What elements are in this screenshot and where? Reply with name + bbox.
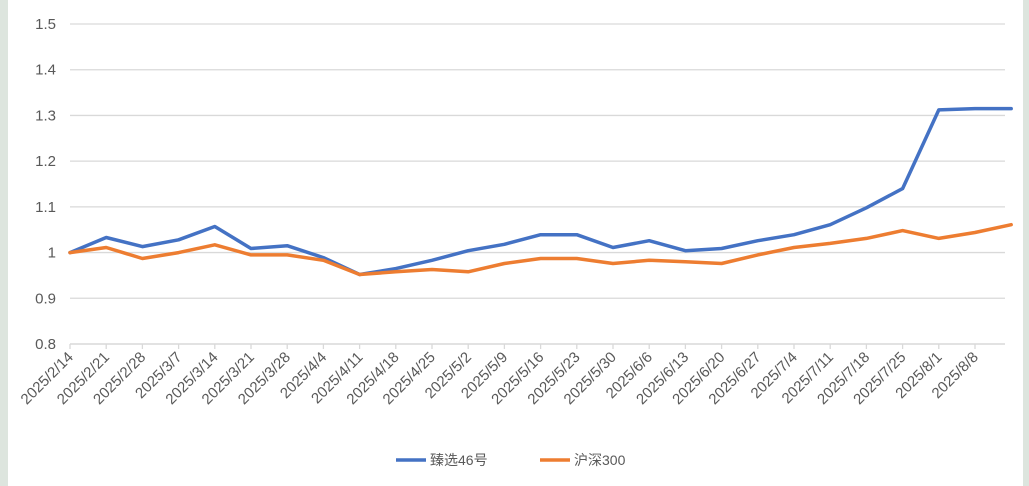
legend-label: 臻选46号 <box>430 452 488 468</box>
y-axis-ticks: 0.8 0.9 1 1.1 1.2 1.3 1.4 1.5 <box>35 16 56 353</box>
y-tick-label: 1.1 <box>35 199 56 216</box>
gridlines <box>70 23 1005 299</box>
y-tick-label: 0.9 <box>35 290 56 307</box>
y-tick-label: 1.5 <box>35 16 56 33</box>
legend: 臻选46号 沪深300 <box>396 452 626 468</box>
y-tick-label: 1.4 <box>35 62 56 79</box>
y-tick-label: 1.2 <box>35 153 56 170</box>
series-line-1 <box>68 222 1013 277</box>
y-tick-label: 1 <box>48 245 56 262</box>
y-tick-label: 0.8 <box>35 336 56 353</box>
legend-label: 沪深300 <box>574 452 626 468</box>
series-line-0 <box>68 106 1013 277</box>
y-tick-label: 1.3 <box>35 107 56 124</box>
x-axis: 2025/2/142025/2/212025/2/282025/3/72025/… <box>18 343 1005 408</box>
legend-item-1: 沪深300 <box>540 452 626 468</box>
series-lines <box>68 106 1013 277</box>
legend-item-0: 臻选46号 <box>396 452 488 468</box>
